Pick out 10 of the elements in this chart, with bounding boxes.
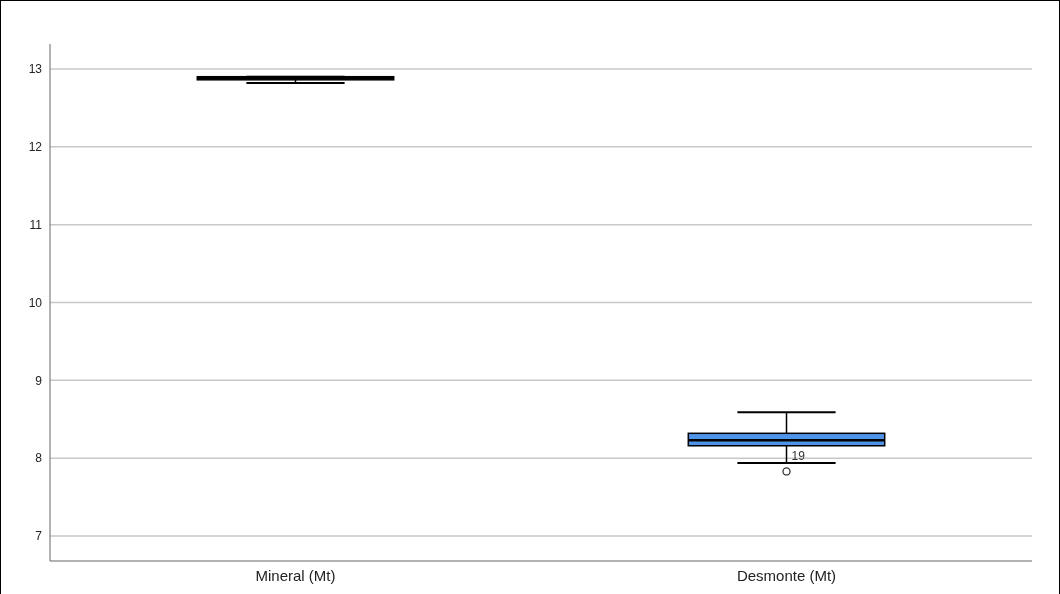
y-tick-label: 13	[28, 62, 43, 77]
x-tick-label: Desmonte (Mt)	[736, 567, 837, 584]
y-tick-label: 9	[35, 373, 43, 388]
y-tick-label: 7	[35, 529, 43, 544]
x-tick-label: Mineral (Mt)	[255, 567, 336, 584]
y-tick-label: 11	[29, 217, 43, 232]
y-tick-label: 8	[35, 451, 43, 466]
annotation: 19	[791, 448, 806, 463]
y-tick-label: 10	[28, 295, 43, 310]
y-tick-label: 12	[28, 139, 43, 154]
